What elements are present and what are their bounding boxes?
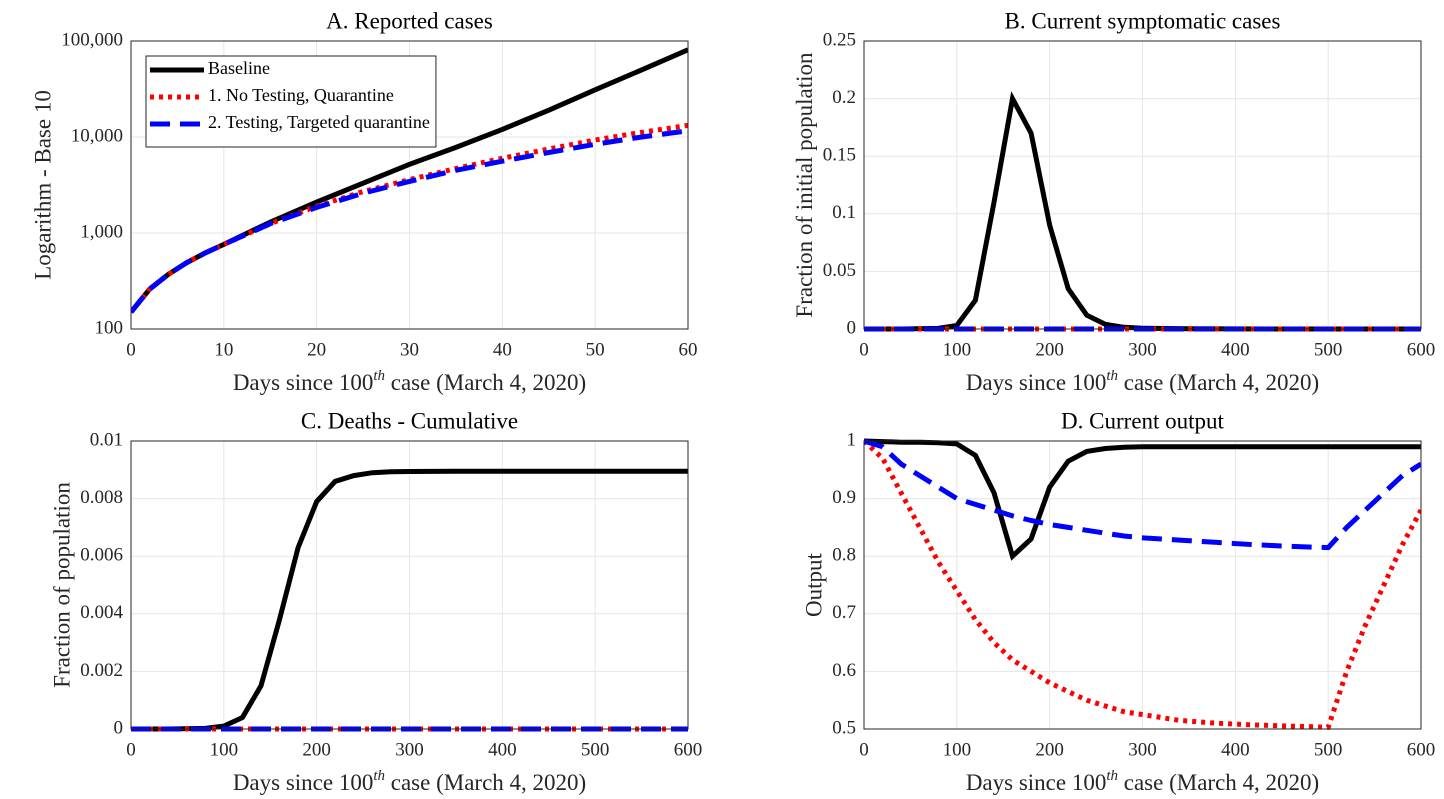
x-axis-label-part: Days since 100 (966, 770, 1107, 795)
axes-box (863, 40, 1422, 330)
y-tick-label: 0.006 (80, 545, 123, 566)
chart-title: B. Current symptomatic cases (1005, 8, 1281, 33)
x-axis-label-part: case (March 4, 2020) (1118, 370, 1319, 395)
panel: 0 100 200 300 400 500 600 0 0.05 0.1 0.15 0.2 0.25 B.… (792, 8, 1435, 395)
series-line (131, 468, 688, 732)
y-tick-label: 0.5 (832, 717, 856, 738)
x-tick-label: 50 (586, 339, 605, 360)
axes-box (130, 40, 689, 330)
x-tick-label: 60 (679, 339, 698, 360)
y-tick-label: 100,000 (61, 29, 123, 50)
y-tick-label: 0.008 (80, 487, 123, 508)
legend-label: Baseline (208, 58, 270, 78)
chart-title: A. Reported cases (326, 8, 493, 33)
x-tick-label: 300 (395, 739, 424, 760)
x-tick-label: 20 (307, 339, 326, 360)
y-tick-label: 0.9 (832, 487, 856, 508)
y-tick-label: 0.01 (90, 429, 123, 450)
x-tick-label: 400 (1221, 739, 1250, 760)
x-axis-label-part: Days since 100 (233, 370, 374, 395)
y-tick-label: 0 (847, 317, 857, 338)
y-tick-label: 0.15 (823, 145, 856, 166)
axes-box (130, 440, 689, 730)
x-axis-label-part: case (March 4, 2020) (385, 770, 586, 795)
series-line (864, 438, 1421, 551)
y-tick-label: 0.05 (823, 260, 856, 281)
y-tick-label: 0.2 (832, 87, 856, 108)
y-tick-label: 0.1 (832, 202, 856, 223)
x-tick-label: 40 (493, 339, 512, 360)
chart-title: C. Deaths - Cumulative (301, 408, 518, 433)
legend: Baseline 1. No Testing, Quarantine 2. Test… (145, 55, 437, 148)
panel: 0 100 200 300 400 500 600 0 0.002 0.004 0.006 0.008… (50, 408, 703, 795)
series-line (131, 128, 688, 314)
x-axis-label-part: th (1106, 368, 1118, 384)
y-axis-label: Logarithm - Base 10 (31, 90, 56, 280)
y-tick-label: 10,000 (71, 125, 123, 146)
x-tick-label: 600 (1407, 739, 1436, 760)
x-tick-label: 300 (1128, 339, 1157, 360)
x-tick-label: 400 (488, 739, 517, 760)
y-tick-label: 0.6 (832, 660, 856, 681)
x-tick-label: 500 (1314, 739, 1343, 760)
x-tick-label: 0 (126, 739, 136, 760)
x-axis-label: Days since 100th case (March 4, 2020) (966, 368, 1319, 395)
series-line (864, 439, 1421, 730)
legend-label: 2. Testing, Targeted quarantine (208, 112, 430, 132)
y-tick-label: 0.7 (832, 602, 856, 623)
x-tick-label: 300 (1128, 739, 1157, 760)
x-tick-label: 200 (1035, 739, 1064, 760)
x-tick-label: 100 (943, 739, 972, 760)
x-tick-label: 0 (859, 339, 869, 360)
x-axis-label-part: th (373, 368, 385, 384)
x-tick-label: 200 (1035, 339, 1064, 360)
y-axis-label: Output (802, 552, 827, 617)
y-tick-label: 0.25 (823, 29, 856, 50)
x-tick-label: 10 (214, 339, 233, 360)
panel: 0 100 200 300 400 500 600 0.5 0.6 0.7 0.8 0.9 1 D. Cu… (802, 408, 1436, 795)
x-tick-label: 0 (859, 739, 869, 760)
y-tick-label: 100 (95, 317, 124, 338)
y-tick-label: 1,000 (80, 221, 123, 242)
y-tick-label: 1 (847, 429, 857, 450)
x-tick-label: 200 (302, 739, 331, 760)
panel: 0 10 20 30 40 50 60 100 1,000 10,000 100,000 A. Rep… (31, 8, 698, 395)
y-tick-label: 0.004 (80, 602, 123, 623)
y-tick-label: 0 (114, 717, 124, 738)
x-axis-label: Days since 100th case (March 4, 2020) (966, 768, 1319, 795)
x-axis-label-part: case (March 4, 2020) (385, 370, 586, 395)
x-axis-label-part: th (1106, 768, 1118, 784)
series-line (864, 438, 1421, 561)
x-axis-label: Days since 100th case (March 4, 2020) (233, 368, 586, 395)
y-tick-label: 0.002 (80, 660, 123, 681)
y-tick-label: 0.8 (832, 545, 856, 566)
axes-box (863, 440, 1422, 730)
x-tick-label: 0 (126, 339, 136, 360)
x-axis-label-part: th (373, 768, 385, 784)
y-axis-label: Fraction of population (50, 482, 75, 688)
legend-label: 1. No Testing, Quarantine (208, 85, 394, 105)
x-tick-label: 400 (1221, 339, 1250, 360)
x-tick-label: 600 (674, 739, 703, 760)
x-tick-label: 100 (210, 739, 239, 760)
x-axis-label-part: case (March 4, 2020) (1118, 770, 1319, 795)
x-tick-label: 500 (581, 739, 610, 760)
y-axis-label: Fraction of initial population (792, 52, 817, 318)
x-tick-label: 600 (1407, 339, 1436, 360)
chart-title: D. Current output (1061, 408, 1225, 433)
x-tick-label: 500 (1314, 339, 1343, 360)
x-tick-label: 30 (400, 339, 419, 360)
x-tick-label: 100 (943, 339, 972, 360)
x-axis-label-part: Days since 100 (966, 370, 1107, 395)
x-axis-label: Days since 100th case (March 4, 2020) (233, 768, 586, 795)
x-axis-label-part: Days since 100 (233, 770, 374, 795)
